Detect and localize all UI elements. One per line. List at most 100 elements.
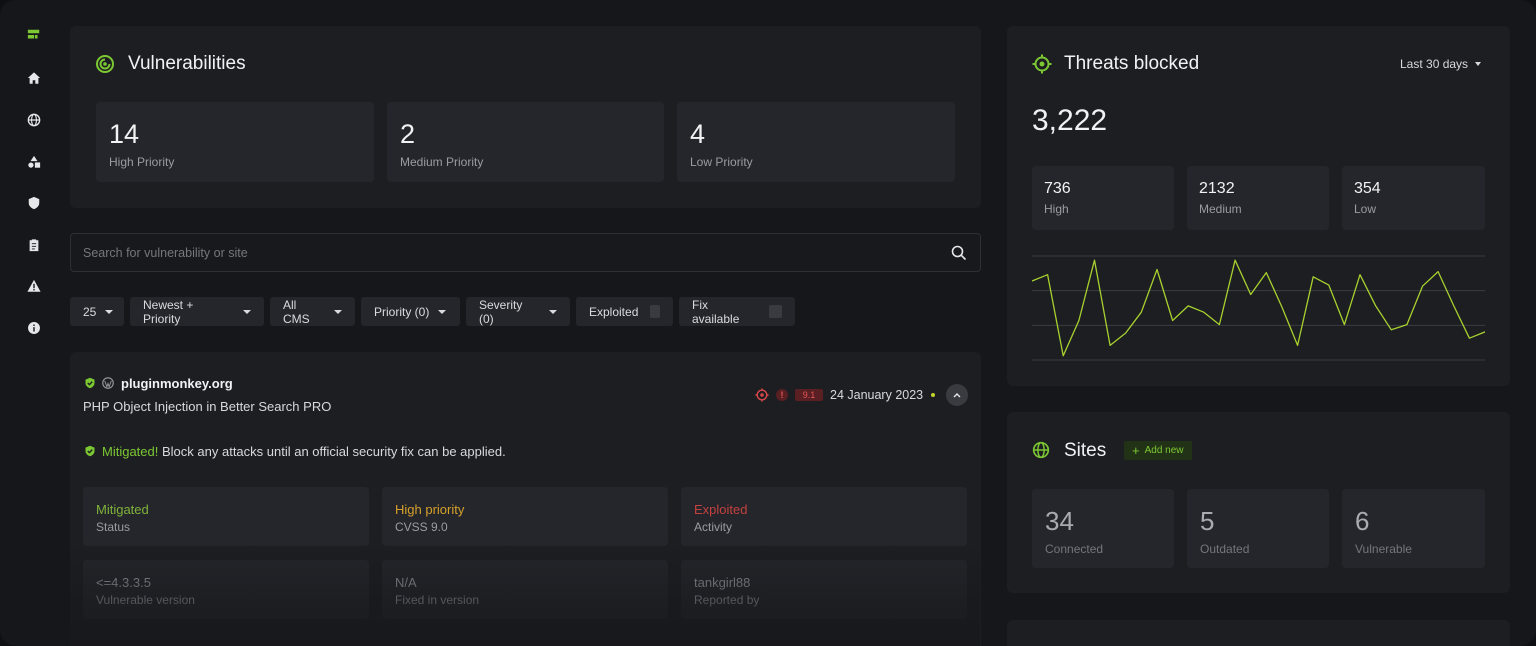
stat-value: 354 bbox=[1354, 180, 1381, 197]
detail-label: Reported by bbox=[694, 593, 760, 607]
shield-check-icon bbox=[85, 377, 95, 389]
page-size-dropdown[interactable]: 25 bbox=[70, 297, 124, 326]
fix-available-toggle[interactable]: Fix available bbox=[679, 297, 795, 326]
warning-icon[interactable] bbox=[26, 278, 42, 294]
sites-title: Sites bbox=[1064, 440, 1107, 461]
threats-total: 3,222 bbox=[1032, 104, 1108, 137]
plus-icon: + bbox=[1132, 442, 1140, 458]
caret-down-icon bbox=[438, 309, 447, 314]
caret-down-icon bbox=[549, 309, 557, 314]
shapes-icon[interactable] bbox=[26, 154, 42, 170]
stat-value: 736 bbox=[1044, 180, 1071, 197]
detail-value: High priority bbox=[395, 502, 465, 517]
exploited-checkbox[interactable] bbox=[650, 305, 660, 318]
vulnerability-description: PHP Object Injection in Better Search PR… bbox=[83, 399, 332, 414]
detail-value: Exploited bbox=[694, 502, 748, 517]
vulnerabilities-title: Vulnerabilities bbox=[128, 53, 246, 74]
detail-value: Mitigated bbox=[96, 502, 149, 517]
cms-dropdown[interactable]: All CMS bbox=[270, 297, 355, 326]
detail-card-vulnerable-version: <=4.3.3.5 Vulnerable version bbox=[83, 560, 369, 619]
priority-dropdown[interactable]: Priority (0) bbox=[361, 297, 460, 326]
caret-down-icon bbox=[243, 309, 251, 314]
search-bar bbox=[70, 233, 981, 272]
vulnerability-date: 24 January 2023 bbox=[830, 388, 924, 402]
stat-value: 34 bbox=[1045, 506, 1074, 536]
site-stat-connected[interactable]: 34 Connected bbox=[1032, 489, 1174, 568]
add-site-label: Add new bbox=[1144, 445, 1184, 456]
stat-label: High Priority bbox=[109, 155, 175, 169]
detail-card-fixed-version: N/A Fixed in version bbox=[382, 560, 668, 619]
exploited-toggle[interactable]: Exploited bbox=[576, 297, 673, 326]
stat-value: 2132 bbox=[1199, 180, 1235, 197]
clipboard-icon[interactable] bbox=[26, 237, 42, 253]
stat-card-medium[interactable]: 2 Medium Priority bbox=[387, 102, 664, 182]
stat-value: 6 bbox=[1355, 506, 1370, 536]
sort-value: Newest + Priority bbox=[143, 297, 194, 326]
severity-value: Severity (0) bbox=[479, 297, 523, 326]
stat-value: 2 bbox=[400, 119, 416, 149]
exploited-label: Exploited bbox=[589, 304, 639, 319]
caret-down-icon bbox=[334, 309, 342, 314]
crosshair-icon bbox=[1032, 54, 1052, 74]
chevron-up-icon bbox=[953, 393, 961, 398]
detail-label: Activity bbox=[694, 520, 733, 534]
logo-icon[interactable] bbox=[26, 27, 42, 43]
detail-card-reporter: tankgirl88 Reported by bbox=[681, 560, 967, 619]
vulnerabilities-panel: Vulnerabilities 14 High Priority 2 Mediu… bbox=[70, 26, 981, 208]
target-icon bbox=[755, 388, 769, 402]
page-size-value: 25 bbox=[83, 304, 97, 319]
threat-stat-high[interactable]: 736 High bbox=[1032, 166, 1174, 230]
detail-card-priority: High priority CVSS 9.0 bbox=[382, 487, 668, 546]
date-range-dropdown[interactable]: Last 30 days bbox=[1400, 57, 1482, 71]
threat-stat-medium[interactable]: 2132 Medium bbox=[1187, 166, 1329, 230]
detail-label: Fixed in version bbox=[395, 593, 480, 607]
sort-dropdown[interactable]: Newest + Priority bbox=[130, 297, 264, 326]
add-site-button[interactable]: + Add new bbox=[1124, 441, 1192, 460]
detail-label: Vulnerable version bbox=[96, 593, 195, 607]
stat-card-low[interactable]: 4 Low Priority bbox=[677, 102, 955, 182]
next-panel bbox=[1007, 620, 1510, 646]
caret-down-icon bbox=[1475, 62, 1482, 66]
detail-label: CVSS 9.0 bbox=[395, 520, 448, 534]
caret-down-icon bbox=[105, 309, 114, 314]
fix-available-checkbox[interactable] bbox=[769, 305, 782, 318]
fix-available-label: Fix available bbox=[692, 297, 740, 326]
threats-panel: Threats blocked Last 30 days 3,222 736 H… bbox=[1007, 26, 1510, 386]
collapse-button[interactable] bbox=[946, 384, 968, 406]
vulnerability-item[interactable]: pluginmonkey.org PHP Object Injection in… bbox=[70, 352, 981, 646]
cms-value: All CMS bbox=[283, 297, 310, 326]
info-icon[interactable] bbox=[26, 320, 42, 336]
globe-icon bbox=[1032, 441, 1050, 459]
detail-label: Status bbox=[96, 520, 131, 534]
shield-check-icon bbox=[85, 445, 95, 457]
search-input[interactable] bbox=[83, 243, 943, 263]
stat-label: Medium bbox=[1199, 202, 1242, 216]
search-icon[interactable] bbox=[951, 245, 967, 261]
stat-value: 14 bbox=[109, 119, 140, 149]
severity-dropdown[interactable]: Severity (0) bbox=[466, 297, 570, 326]
sidebar bbox=[0, 0, 68, 646]
stat-card-high[interactable]: 14 High Priority bbox=[96, 102, 374, 182]
globe-icon[interactable] bbox=[26, 112, 42, 128]
site-stat-outdated[interactable]: 5 Outdated bbox=[1187, 489, 1329, 568]
stat-label: High bbox=[1044, 202, 1069, 216]
shield-icon[interactable] bbox=[26, 195, 42, 211]
stat-label: Outdated bbox=[1200, 542, 1250, 556]
threats-title: Threats blocked bbox=[1064, 53, 1200, 74]
detail-value: tankgirl88 bbox=[694, 575, 751, 590]
site-stat-vulnerable[interactable]: 6 Vulnerable bbox=[1342, 489, 1485, 568]
stat-label: Medium Priority bbox=[400, 155, 484, 169]
detail-card-status: Mitigated Status bbox=[83, 487, 369, 546]
stat-label: Connected bbox=[1045, 542, 1104, 556]
detail-value: <=4.3.3.5 bbox=[96, 575, 151, 590]
site-name[interactable]: pluginmonkey.org bbox=[121, 376, 233, 391]
stat-value: 5 bbox=[1200, 506, 1215, 536]
detail-value: N/A bbox=[395, 575, 417, 590]
home-icon[interactable] bbox=[26, 70, 42, 86]
mitigated-label: Mitigated! bbox=[102, 444, 159, 459]
stat-label: Low bbox=[1354, 202, 1377, 216]
threat-stat-low[interactable]: 354 Low bbox=[1342, 166, 1485, 230]
exploited-alert-icon: ! bbox=[776, 389, 788, 401]
stat-label: Vulnerable bbox=[1355, 542, 1412, 556]
